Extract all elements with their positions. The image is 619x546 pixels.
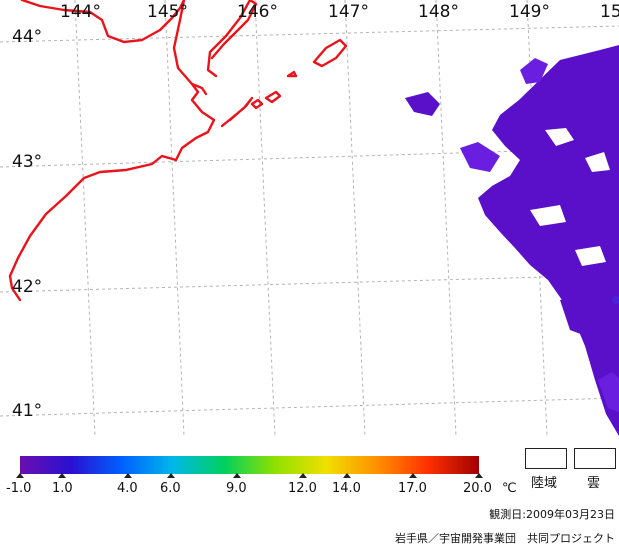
colorbar-tick-mark: [233, 473, 241, 478]
parallel-line: [0, 397, 619, 417]
colorbar-tick-mark: [343, 473, 351, 478]
longitude-label-148: 148°: [418, 2, 459, 22]
colorbar-tick-label: 17.0: [398, 481, 427, 496]
colorbar-tick-label: 6.0: [160, 481, 181, 496]
parallel-line: [0, 25, 619, 43]
sst-patch: [478, 45, 619, 436]
sst-patch: [598, 372, 619, 412]
colorbar-tick-label: 20.0: [463, 481, 492, 496]
sst-patch: [520, 58, 548, 84]
sea-surface-temperature-area: [405, 45, 619, 436]
cloud-gap: [530, 205, 566, 226]
land-legend-swatch: [525, 448, 567, 469]
latitude-label-43: 43°: [12, 152, 43, 172]
parallel-line: [0, 274, 619, 293]
coastline-segment: [312, 38, 348, 68]
temperature-colorbar: [20, 456, 479, 474]
meridian-line: [164, 0, 185, 436]
coastline-segment: [20, 0, 186, 44]
cloud-gap: [545, 128, 574, 146]
observation-date: 観測日:2009年03月23日: [489, 508, 615, 521]
cloud-gap: [575, 246, 606, 266]
credit-line: 岩手県／宇宙開発事業団 共同プロジェクト: [395, 532, 615, 545]
latitude-label-42: 42°: [12, 277, 43, 297]
meridian-line: [254, 0, 276, 436]
coastline-segment: [206, 0, 258, 78]
coastline-segment: [190, 82, 208, 96]
latitude-label-44: 44°: [12, 27, 43, 47]
colorbar-tick-mark: [16, 473, 24, 478]
temperature-unit-label: ℃: [502, 481, 517, 496]
meridian-line: [74, 0, 96, 436]
cloud-legend-swatch: [574, 448, 616, 469]
coastline-segment: [220, 96, 254, 128]
colorbar-tick-label: 12.0: [288, 481, 317, 496]
coastline-segment: [264, 90, 282, 104]
colorbar-tick-label: 14.0: [332, 481, 361, 496]
colorbar-tick-label: 1.0: [52, 481, 73, 496]
land-legend-label: 陸域: [531, 476, 558, 491]
colorbar-tick-mark: [167, 473, 175, 478]
sst-warm-spot: [612, 296, 619, 304]
longitude-label-145: 145°: [147, 2, 188, 22]
longitude-label-144: 144°: [60, 2, 101, 22]
longitude-label-149: 149°: [509, 2, 550, 22]
colorbar-tick-label: 9.0: [226, 481, 247, 496]
meridian-line: [344, 0, 366, 436]
meridian-line: [435, 0, 457, 436]
colorbar-tick-label: -1.0: [6, 481, 32, 496]
longitude-label-147: 147°: [328, 2, 369, 22]
cloud-gap: [585, 152, 610, 172]
sst-patch: [560, 296, 592, 336]
coastline-segment: [286, 70, 298, 78]
colorbar-tick-mark: [409, 473, 417, 478]
sst-patch: [460, 142, 500, 172]
colorbar-tick-mark: [124, 473, 132, 478]
colorbar-tick-mark: [299, 473, 307, 478]
map-canvas: [0, 0, 619, 436]
latitude-label-41: 41°: [12, 401, 43, 421]
longitude-label-146: 146°: [237, 2, 278, 22]
sst-map: 144° 145° 146° 147° 148° 149° 15 44° 43°…: [0, 0, 619, 436]
colorbar-tick-mark: [475, 473, 483, 478]
cloud-legend-label: 雲: [587, 476, 601, 491]
colorbar-tick-mark: [58, 473, 66, 478]
coastline-segment: [250, 98, 264, 110]
colorbar-tick-label: 4.0: [117, 481, 138, 496]
coastline: [8, 0, 348, 302]
longitude-label-150: 15: [600, 2, 619, 22]
sst-patch: [405, 92, 440, 116]
